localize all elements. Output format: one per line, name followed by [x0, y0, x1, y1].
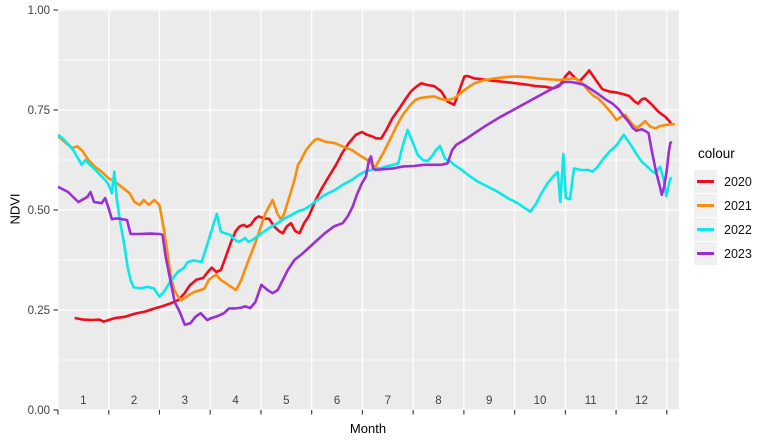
x-tick-label: 9: [486, 395, 492, 407]
legend-key-swatch: [694, 218, 717, 241]
legend-label: 2020: [724, 174, 752, 189]
legend-title: colour: [698, 146, 735, 161]
x-tick-label: 8: [435, 395, 441, 407]
legend-key-line-icon: [697, 252, 714, 255]
x-axis-title: Month: [349, 421, 387, 436]
legend-item-2022: 2022: [694, 218, 752, 241]
x-tick-label: 6: [334, 395, 340, 407]
legend-label: 2021: [724, 198, 752, 213]
y-tick-label: 0.50: [28, 205, 50, 217]
series-line-2020: [74, 69, 674, 323]
x-tick-label: 3: [182, 395, 188, 407]
x-tick-label: 12: [635, 395, 648, 407]
legend-label: 2022: [724, 222, 752, 237]
y-tick-label: 0.75: [28, 105, 50, 117]
y-tick-label: 1.00: [28, 5, 50, 17]
legend-item-2021: 2021: [694, 194, 752, 217]
legend-key-line-icon: [697, 204, 714, 207]
legend-key-swatch: [694, 194, 717, 217]
x-tick-label: 7: [385, 395, 391, 407]
y-axis-title: NDVI: [7, 193, 23, 225]
legend-item-2020: 2020: [694, 170, 752, 193]
x-tick-label: 4: [232, 395, 239, 407]
x-tick-label: 10: [534, 395, 547, 407]
legend-key-swatch: [694, 170, 717, 193]
legend-key-line-icon: [697, 228, 714, 231]
legend: colour 2020 2021 2022 2023: [694, 146, 752, 266]
legend-item-2023: 2023: [694, 242, 752, 265]
legend-key-line-icon: [697, 180, 714, 183]
legend-key-swatch: [694, 242, 717, 265]
y-tick-label: 0.25: [28, 305, 50, 317]
legend-items: 2020 2021 2022 2023: [694, 170, 752, 265]
y-tick-label: 0.00: [28, 405, 50, 417]
x-tick-label: 2: [131, 395, 137, 407]
x-tick-label: 1: [80, 395, 86, 407]
x-tick-label: 11: [585, 395, 597, 407]
legend-label: 2023: [724, 246, 752, 261]
x-tick-label: 5: [283, 395, 289, 407]
series-line-2023: [58, 80, 673, 327]
